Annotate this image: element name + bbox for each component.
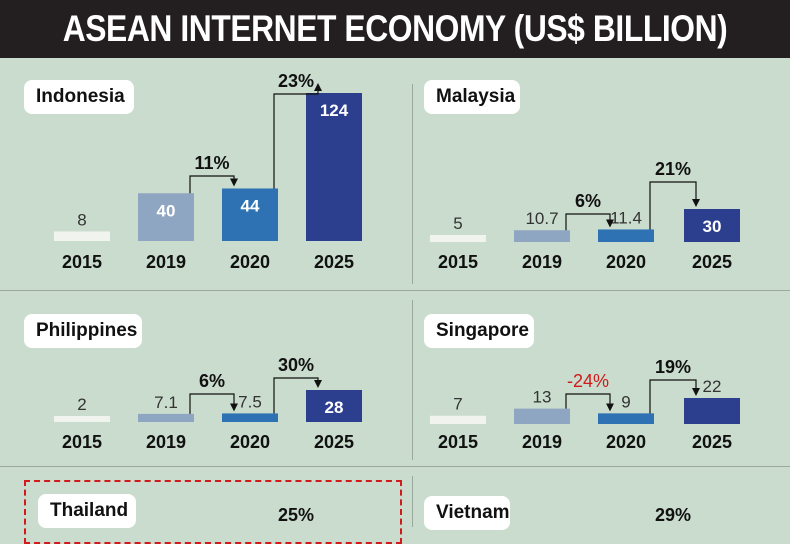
growth-arrow: [189, 175, 238, 194]
panel-divider-vertical: [412, 84, 413, 284]
year-label: 2025: [314, 252, 354, 272]
value-label: 124: [320, 101, 349, 120]
year-label: 2020: [606, 252, 646, 272]
bar-2020: [598, 229, 654, 242]
growth-label: 23%: [278, 71, 314, 91]
year-label: 2019: [146, 252, 186, 272]
malaysia-label: Malaysia: [424, 80, 520, 114]
growth-label: 29%: [655, 505, 691, 525]
growth-arrow: [649, 181, 700, 230]
year-label: 2025: [692, 432, 732, 452]
growth-label: -24%: [567, 371, 609, 391]
value-label: 7: [453, 395, 462, 414]
panel-divider-vertical: [412, 476, 413, 527]
year-label: 2015: [62, 252, 102, 272]
year-label: 2015: [438, 252, 478, 272]
bar-2019: [514, 230, 570, 242]
year-label: 2025: [692, 252, 732, 272]
bar-2025: [684, 209, 740, 242]
growth-arrow: [565, 393, 614, 412]
bar-2020: [222, 188, 278, 241]
growth-label: 25%: [278, 505, 314, 525]
vietnam-label: Vietnam: [424, 496, 510, 530]
panel-divider-horizontal: [0, 466, 790, 467]
bar-2015: [54, 416, 110, 422]
growth-arrow: [565, 213, 614, 231]
value-label: 8: [77, 210, 86, 229]
growth-label: 19%: [655, 357, 691, 377]
bar-2025: [306, 93, 362, 241]
header-bar: ASEAN INTERNET ECONOMY (US$ BILLION): [0, 0, 790, 58]
growth-label: 11%: [194, 153, 229, 173]
panel-divider-horizontal: [0, 290, 790, 291]
bar-2015: [54, 231, 110, 241]
value-label: 9: [621, 392, 630, 411]
bar-2015: [430, 415, 486, 424]
year-label: 2019: [522, 432, 562, 452]
growth-label: 6%: [575, 191, 601, 211]
year-label: 2020: [606, 432, 646, 452]
page-title: ASEAN INTERNET ECONOMY (US$ BILLION): [62, 8, 728, 49]
year-label: 2019: [522, 252, 562, 272]
bar-2019: [514, 408, 570, 424]
value-label: 40: [157, 201, 176, 220]
bar-charts: 8 40 44 124 2015 2019 2020 2025 11% 23% 5 10.7 11.4 3…: [54, 71, 740, 525]
growth-arrow: [189, 393, 238, 414]
value-label: 7.1: [154, 393, 178, 412]
year-label: 2015: [438, 432, 478, 452]
growth-label: 21%: [655, 159, 691, 179]
growth-arrow: [649, 379, 700, 414]
panel-divider-vertical: [412, 300, 413, 460]
year-label: 2020: [230, 252, 270, 272]
year-label: 2015: [62, 432, 102, 452]
value-label: 28: [325, 398, 344, 417]
indonesia-label: Indonesia: [24, 80, 134, 114]
year-label: 2025: [314, 432, 354, 452]
bar-2019: [138, 193, 194, 241]
thailand-label: Thailand: [38, 494, 136, 528]
growth-arrow: [273, 83, 322, 189]
year-label: 2019: [146, 432, 186, 452]
value-label: 44: [241, 196, 260, 215]
value-label: 22: [703, 377, 722, 396]
value-label: 10.7: [525, 209, 558, 228]
value-label: 2: [77, 395, 86, 414]
growth-label: 30%: [278, 355, 314, 375]
value-label: 7.5: [238, 392, 262, 411]
value-label: 13: [533, 388, 552, 407]
bar-2020: [222, 413, 278, 422]
bar-2025: [306, 390, 362, 422]
value-label: 5: [453, 214, 462, 233]
value-label: 11.4: [610, 208, 642, 227]
bar-2019: [138, 413, 194, 422]
singapore-label: Singapore: [424, 314, 534, 348]
bar-2015: [430, 235, 486, 242]
philippines-label: Philippines: [24, 314, 142, 348]
bar-2020: [598, 413, 654, 424]
growth-label: 6%: [199, 371, 225, 391]
year-label: 2020: [230, 432, 270, 452]
value-label: 30: [703, 217, 722, 236]
growth-arrow: [273, 377, 322, 414]
bar-2025: [684, 398, 740, 424]
